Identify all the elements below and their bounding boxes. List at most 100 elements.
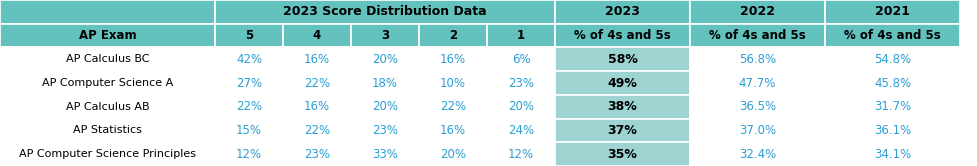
Bar [690,24,825,47]
Bar [690,142,825,166]
Bar [487,142,555,166]
Text: 58%: 58% [608,53,637,66]
Bar [555,24,690,47]
Text: AP Exam: AP Exam [79,29,137,42]
Text: 2023 Score Distribution Data: 2023 Score Distribution Data [283,5,487,18]
Text: 36.1%: 36.1% [873,124,912,137]
Text: 15%: 15% [236,124,262,137]
Bar [555,71,690,95]
Bar [215,95,283,119]
Text: % of 4s and 5s: % of 4s and 5s [709,29,806,42]
Text: 16%: 16% [304,100,330,113]
Bar [825,24,960,47]
Text: 32.4%: 32.4% [739,148,776,161]
Bar [0,0,215,24]
Text: 22%: 22% [235,100,262,113]
Bar [555,95,690,119]
Bar [825,47,960,71]
Bar [283,142,351,166]
Text: 49%: 49% [608,77,637,89]
Bar [690,119,825,142]
Text: AP Statistics: AP Statistics [73,125,142,135]
Bar [283,71,351,95]
Bar [215,0,555,24]
Bar [487,47,555,71]
Text: 38%: 38% [608,100,637,113]
Bar [215,47,283,71]
Bar [215,142,283,166]
Bar [825,95,960,119]
Bar [690,0,825,24]
Bar [419,142,487,166]
Bar [283,47,351,71]
Bar [351,24,419,47]
Text: 23%: 23% [372,124,398,137]
Text: 54.8%: 54.8% [874,53,912,66]
Bar [825,119,960,142]
Bar [690,95,825,119]
Text: 22%: 22% [440,100,466,113]
Bar [215,119,283,142]
Bar [419,95,487,119]
Bar [825,71,960,95]
Text: 18%: 18% [372,77,398,89]
Text: 33%: 33% [372,148,398,161]
Text: 20%: 20% [508,100,534,113]
Text: 16%: 16% [440,124,466,137]
Bar [419,71,487,95]
Bar [0,142,215,166]
Text: AP Calculus BC: AP Calculus BC [65,54,149,64]
Text: 47.7%: 47.7% [739,77,776,89]
Text: 6%: 6% [512,53,531,66]
Bar [351,47,419,71]
Bar [0,95,215,119]
Text: 2: 2 [449,29,457,42]
Bar [215,71,283,95]
Bar [351,95,419,119]
Text: 4: 4 [313,29,321,42]
Bar [487,95,555,119]
Bar [351,142,419,166]
Text: 12%: 12% [508,148,534,161]
Text: 35%: 35% [608,148,637,161]
Bar [555,47,690,71]
Text: 34.1%: 34.1% [873,148,912,161]
Text: 16%: 16% [304,53,330,66]
Bar [0,119,215,142]
Bar [487,71,555,95]
Text: 56.8%: 56.8% [739,53,776,66]
Bar [555,119,690,142]
Text: 31.7%: 31.7% [873,100,912,113]
Text: 5: 5 [245,29,253,42]
Text: 3: 3 [381,29,389,42]
Text: 20%: 20% [372,100,398,113]
Text: 22%: 22% [304,77,330,89]
Bar [283,24,351,47]
Text: 20%: 20% [372,53,398,66]
Text: 23%: 23% [508,77,534,89]
Text: 22%: 22% [304,124,330,137]
Bar [825,0,960,24]
Bar [487,119,555,142]
Bar [351,119,419,142]
Text: 42%: 42% [235,53,262,66]
Text: AP Computer Science A: AP Computer Science A [42,78,173,88]
Bar [555,0,690,24]
Text: 16%: 16% [440,53,466,66]
Text: 37%: 37% [608,124,637,137]
Bar [351,71,419,95]
Text: 23%: 23% [304,148,330,161]
Bar [283,95,351,119]
Text: 20%: 20% [440,148,466,161]
Text: AP Calculus AB: AP Calculus AB [65,102,149,112]
Text: 2023: 2023 [605,5,640,18]
Text: 1: 1 [517,29,525,42]
Bar [0,47,215,71]
Bar [215,24,283,47]
Text: % of 4s and 5s: % of 4s and 5s [574,29,671,42]
Text: 45.8%: 45.8% [874,77,912,89]
Bar [690,47,825,71]
Bar [419,47,487,71]
Bar [419,119,487,142]
Bar [419,24,487,47]
